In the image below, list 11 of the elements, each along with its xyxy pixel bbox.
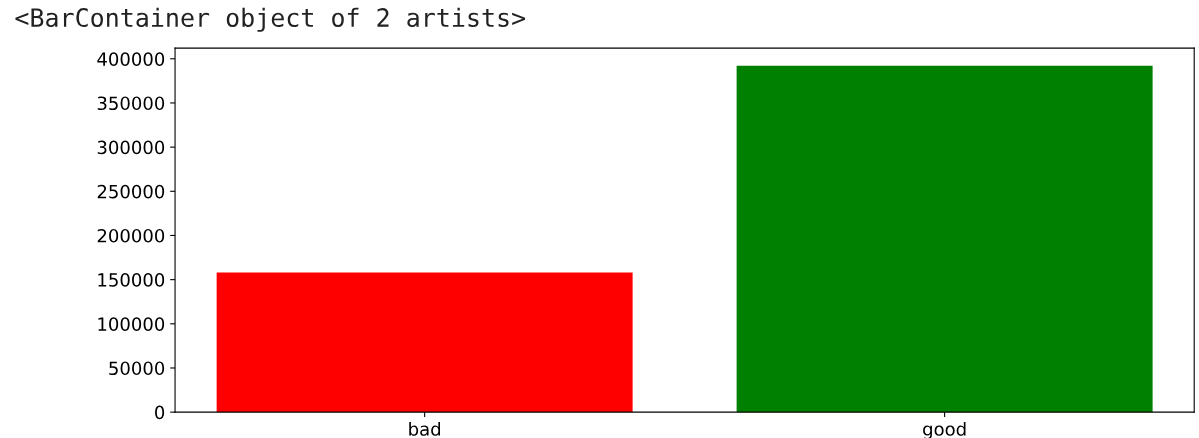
- y-tick-label: 50000: [109, 361, 165, 376]
- y-tick-label: 100000: [98, 317, 165, 331]
- y-tick-label: 350000: [97, 96, 165, 111]
- x-tick-label: bad: [409, 421, 440, 436]
- y-tick-label: 400000: [97, 52, 165, 66]
- y-tick-label: 250000: [97, 184, 165, 199]
- y-tick-label: 300000: [97, 140, 165, 155]
- chart-title: <BarContainer object of 2 artists>: [15, 7, 526, 32]
- y-tick-label: 0: [155, 405, 165, 420]
- y-tick-label: 150000: [98, 273, 165, 287]
- y-tick-label: 200000: [97, 228, 165, 243]
